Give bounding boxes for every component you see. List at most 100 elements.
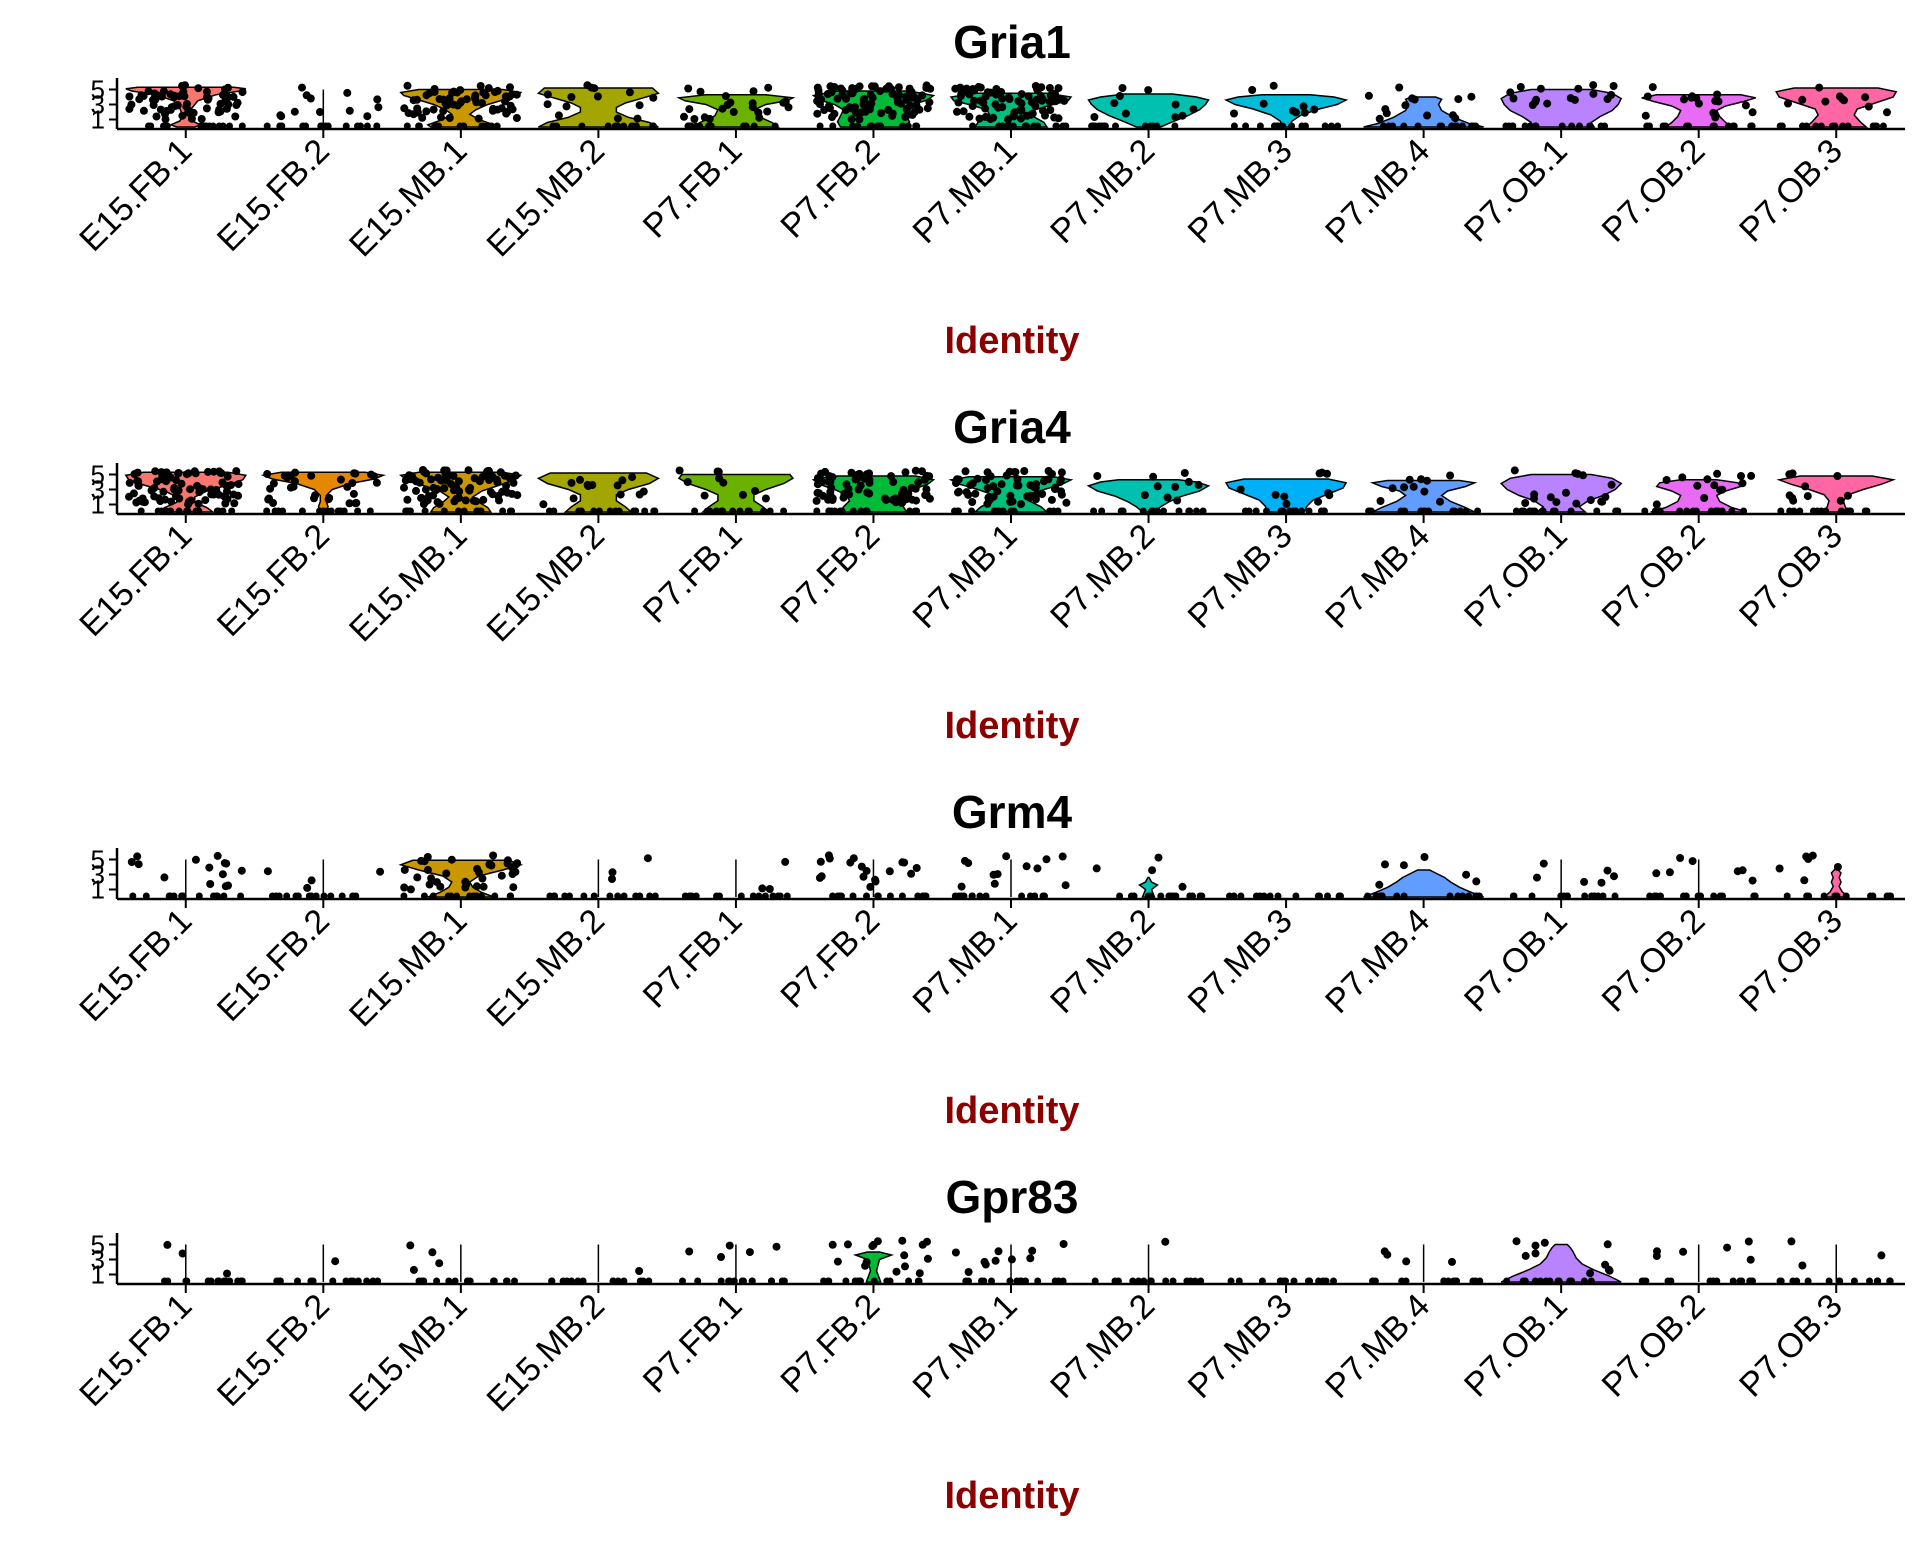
point [616,490,625,499]
point [1140,491,1149,500]
point [1843,491,1852,500]
point [1382,109,1391,118]
point [923,1237,931,1246]
point [1009,111,1018,120]
point [491,88,499,96]
x-tick-label: E15.MB.2 [480,517,612,649]
point [618,476,627,485]
point [373,95,382,104]
point [907,869,916,878]
point [700,113,709,122]
point [512,114,521,122]
point [1506,88,1515,97]
point [1579,471,1587,480]
violin-P7.OB.3 [1776,475,1897,513]
point [1643,92,1652,101]
point [474,114,483,123]
point [543,90,552,99]
point [964,1268,973,1276]
point [849,854,858,863]
point [448,88,457,97]
point [613,114,622,123]
point [202,104,211,113]
point [352,499,361,507]
point [1679,1247,1688,1256]
point [139,106,148,115]
point [222,104,231,113]
point [1662,476,1671,484]
point [1408,94,1417,103]
point [784,103,793,112]
point [1023,492,1032,501]
point [1376,497,1385,505]
point [981,104,990,113]
point [989,870,998,879]
point [1641,111,1650,120]
x-tick-label: P7.OB.3 [1732,132,1850,250]
point [981,1260,990,1269]
panel-title: Gpr83 [946,1171,1079,1223]
x-tick-label: P7.OB.2 [1595,902,1713,1020]
point [221,882,230,891]
point [1454,95,1463,104]
point [562,102,571,111]
violin-P7.MB.4 [1363,96,1484,128]
point [1417,475,1426,484]
violin-P7.MB.3 [1223,94,1349,128]
x-tick-label: P7.FB.1 [636,902,750,1016]
point [893,98,902,107]
point [1586,496,1595,505]
point [154,494,163,503]
point [813,109,822,118]
point [1056,94,1065,103]
point [349,489,358,498]
point [1562,488,1570,497]
point [1017,114,1025,123]
point [488,106,497,115]
point [162,107,171,115]
x-tick-label: P7.FB.1 [636,1287,750,1401]
point [892,1267,901,1276]
point [1154,853,1163,862]
point [290,477,299,486]
point [1042,855,1051,864]
point [1607,91,1616,99]
point [870,82,879,91]
point [421,485,430,494]
point [1521,499,1530,507]
x-tick-label: P7.MB.4 [1318,517,1437,636]
point [223,472,232,481]
point [922,81,931,90]
point [144,87,153,96]
point [1516,83,1525,91]
point [461,496,470,505]
point [163,1240,172,1249]
point [1713,469,1722,478]
point [1512,1237,1521,1246]
point [965,112,974,121]
x-tick-label: P7.OB.1 [1457,517,1575,635]
point [445,114,454,122]
point [684,84,693,93]
point [1748,108,1757,117]
point [1189,105,1198,114]
point [608,875,616,883]
point [307,876,316,885]
point [761,494,770,503]
point [152,112,161,121]
point [1092,864,1101,873]
point [901,468,910,477]
point [417,856,426,865]
point [439,107,448,116]
point [1118,84,1127,92]
point [1784,99,1792,108]
point [216,107,225,116]
point [191,855,200,864]
x-tick-label: P7.FB.1 [636,517,750,631]
point [264,495,273,504]
point [1057,487,1066,496]
violin-P7.MB.4 [1369,479,1478,513]
point [1597,878,1606,887]
point [1833,472,1842,480]
